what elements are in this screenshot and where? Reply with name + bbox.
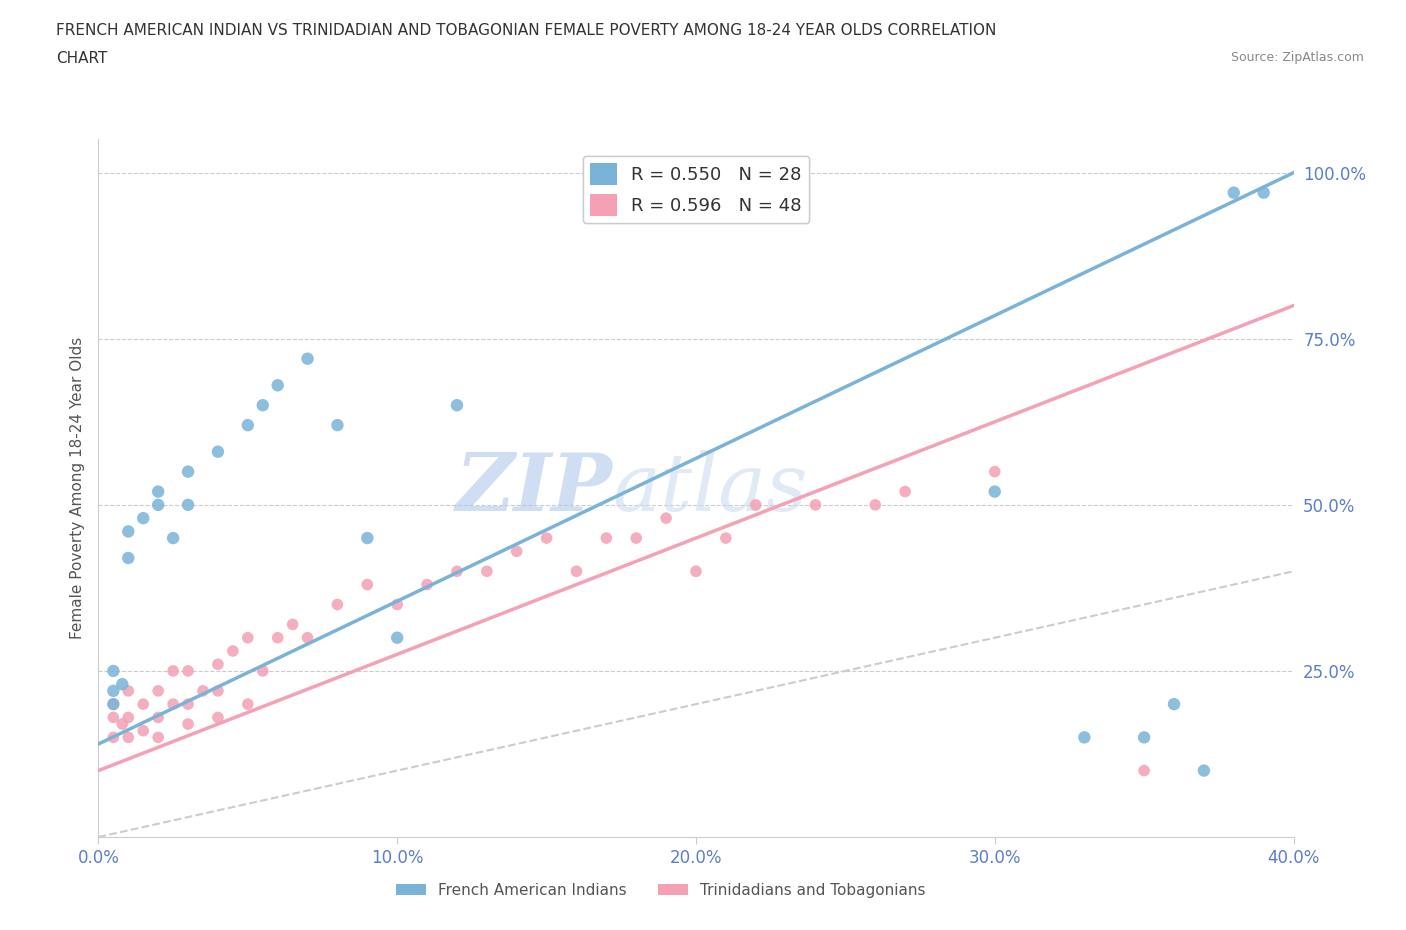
Point bbox=[103, 730, 125, 745]
Point bbox=[326, 418, 349, 432]
Point bbox=[595, 531, 617, 546]
Point bbox=[865, 498, 887, 512]
Point bbox=[745, 498, 768, 512]
Point bbox=[252, 398, 274, 413]
Point bbox=[177, 498, 200, 512]
Point bbox=[804, 498, 827, 512]
Point bbox=[297, 631, 319, 645]
Text: FRENCH AMERICAN INDIAN VS TRINIDADIAN AND TOBAGONIAN FEMALE POVERTY AMONG 18-24 : FRENCH AMERICAN INDIAN VS TRINIDADIAN AN… bbox=[56, 23, 997, 38]
Point bbox=[222, 644, 245, 658]
Point bbox=[117, 524, 139, 538]
Point bbox=[236, 631, 259, 645]
Point bbox=[117, 710, 139, 724]
Point bbox=[162, 663, 184, 678]
Point bbox=[1133, 730, 1156, 745]
Point bbox=[1163, 697, 1185, 711]
Point bbox=[894, 485, 917, 499]
Point bbox=[117, 730, 139, 745]
Point bbox=[177, 464, 200, 479]
Text: atlas: atlas bbox=[613, 449, 807, 527]
Point bbox=[267, 631, 290, 645]
Point bbox=[191, 684, 214, 698]
Point bbox=[281, 617, 304, 631]
Point bbox=[103, 684, 125, 698]
Point bbox=[1253, 185, 1275, 200]
Point bbox=[984, 485, 1007, 499]
Point bbox=[162, 697, 184, 711]
Point bbox=[162, 531, 184, 546]
Point bbox=[714, 531, 737, 546]
Point bbox=[207, 710, 229, 724]
Point bbox=[685, 564, 707, 578]
Text: CHART: CHART bbox=[56, 51, 108, 66]
Point bbox=[132, 511, 155, 525]
Point bbox=[356, 578, 378, 592]
Point bbox=[416, 578, 439, 592]
Point bbox=[385, 597, 409, 612]
Point bbox=[148, 498, 170, 512]
Point bbox=[385, 631, 409, 645]
Point bbox=[148, 710, 170, 724]
Point bbox=[1133, 764, 1156, 778]
Point bbox=[297, 352, 319, 366]
Point bbox=[177, 717, 200, 732]
Legend: French American Indians, Trinidadians and Tobagonians: French American Indians, Trinidadians an… bbox=[389, 877, 932, 904]
Point bbox=[252, 663, 274, 678]
Point bbox=[103, 710, 125, 724]
Point bbox=[655, 511, 678, 525]
Point bbox=[267, 378, 290, 392]
Point bbox=[148, 485, 170, 499]
Point bbox=[536, 531, 558, 546]
Text: ZIP: ZIP bbox=[456, 449, 613, 527]
Point bbox=[356, 531, 378, 546]
Point bbox=[207, 657, 229, 671]
Point bbox=[326, 597, 349, 612]
Point bbox=[117, 684, 139, 698]
Point bbox=[1192, 764, 1215, 778]
Point bbox=[177, 697, 200, 711]
Point bbox=[103, 697, 125, 711]
Point bbox=[103, 663, 125, 678]
Point bbox=[1073, 730, 1095, 745]
Point bbox=[506, 544, 529, 559]
Point bbox=[1223, 185, 1246, 200]
Point bbox=[446, 564, 468, 578]
Point bbox=[111, 677, 134, 692]
Point bbox=[236, 418, 259, 432]
Point bbox=[132, 724, 155, 738]
Point bbox=[117, 551, 139, 565]
Point bbox=[475, 564, 498, 578]
Point bbox=[207, 445, 229, 459]
Point bbox=[103, 697, 125, 711]
Point bbox=[236, 697, 259, 711]
Point bbox=[148, 730, 170, 745]
Legend: R = 0.550   N = 28, R = 0.596   N = 48: R = 0.550 N = 28, R = 0.596 N = 48 bbox=[582, 155, 810, 223]
Y-axis label: Female Poverty Among 18-24 Year Olds: Female Poverty Among 18-24 Year Olds bbox=[69, 338, 84, 640]
Point bbox=[111, 717, 134, 732]
Point bbox=[984, 464, 1007, 479]
Point bbox=[446, 398, 468, 413]
Point bbox=[565, 564, 588, 578]
Text: Source: ZipAtlas.com: Source: ZipAtlas.com bbox=[1230, 51, 1364, 64]
Point bbox=[207, 684, 229, 698]
Point bbox=[148, 684, 170, 698]
Point bbox=[132, 697, 155, 711]
Point bbox=[177, 663, 200, 678]
Point bbox=[626, 531, 648, 546]
